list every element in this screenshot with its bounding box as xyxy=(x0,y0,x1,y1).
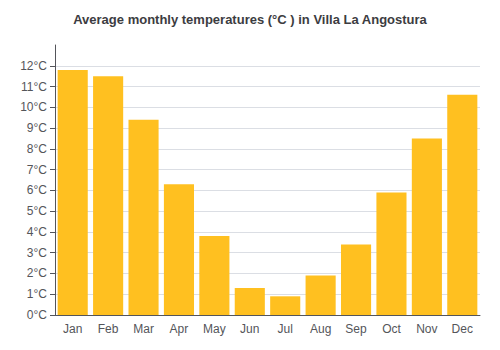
svg-text:9°C: 9°C xyxy=(27,121,47,135)
svg-text:8°C: 8°C xyxy=(27,142,47,156)
svg-text:5°C: 5°C xyxy=(27,204,47,218)
svg-text:0°C: 0°C xyxy=(27,308,47,322)
svg-text:7°C: 7°C xyxy=(27,163,47,177)
svg-text:Apr: Apr xyxy=(170,322,189,336)
svg-text:1°C: 1°C xyxy=(27,287,47,301)
svg-text:Nov: Nov xyxy=(416,322,437,336)
svg-text:Jul: Jul xyxy=(278,322,293,336)
svg-text:Oct: Oct xyxy=(382,322,401,336)
svg-text:Feb: Feb xyxy=(98,322,119,336)
svg-text:Dec: Dec xyxy=(452,322,473,336)
svg-text:Aug: Aug xyxy=(310,322,331,336)
svg-text:6°C: 6°C xyxy=(27,183,47,197)
svg-text:12°C: 12°C xyxy=(20,59,47,73)
svg-text:3°C: 3°C xyxy=(27,246,47,260)
svg-text:Sep: Sep xyxy=(345,322,367,336)
svg-text:10°C: 10°C xyxy=(20,100,47,114)
svg-text:Mar: Mar xyxy=(133,322,154,336)
svg-text:May: May xyxy=(203,322,226,336)
svg-text:Jan: Jan xyxy=(63,322,82,336)
svg-text:4°C: 4°C xyxy=(27,225,47,239)
svg-text:Average monthly temperatures (: Average monthly temperatures (°C ) in Vi… xyxy=(73,12,427,27)
svg-text:Jun: Jun xyxy=(240,322,259,336)
svg-text:2°C: 2°C xyxy=(27,266,47,280)
svg-text:11°C: 11°C xyxy=(21,80,47,94)
